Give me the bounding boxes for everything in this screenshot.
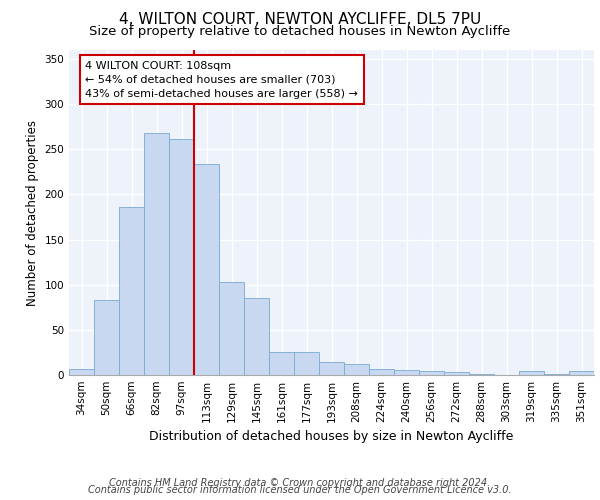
Bar xyxy=(469,374,494,375)
Bar xyxy=(344,364,369,375)
Bar xyxy=(544,374,569,375)
Bar xyxy=(219,282,244,375)
Bar xyxy=(569,372,594,375)
X-axis label: Distribution of detached houses by size in Newton Aycliffe: Distribution of detached houses by size … xyxy=(149,430,514,444)
Bar xyxy=(294,352,319,375)
Bar xyxy=(69,368,94,375)
Bar xyxy=(419,372,444,375)
Bar xyxy=(94,300,119,375)
Bar xyxy=(169,140,194,375)
Bar xyxy=(194,164,219,375)
Bar xyxy=(144,133,169,375)
Text: 4 WILTON COURT: 108sqm
← 54% of detached houses are smaller (703)
43% of semi-de: 4 WILTON COURT: 108sqm ← 54% of detached… xyxy=(85,61,358,99)
Bar xyxy=(519,372,544,375)
Bar xyxy=(369,368,394,375)
Text: Size of property relative to detached houses in Newton Aycliffe: Size of property relative to detached ho… xyxy=(89,25,511,38)
Bar xyxy=(394,370,419,375)
Text: 4, WILTON COURT, NEWTON AYCLIFFE, DL5 7PU: 4, WILTON COURT, NEWTON AYCLIFFE, DL5 7P… xyxy=(119,12,481,28)
Text: Contains public sector information licensed under the Open Government Licence v3: Contains public sector information licen… xyxy=(88,485,512,495)
Text: Contains HM Land Registry data © Crown copyright and database right 2024.: Contains HM Land Registry data © Crown c… xyxy=(109,478,491,488)
Bar xyxy=(444,372,469,375)
Bar xyxy=(244,298,269,375)
Bar xyxy=(119,207,144,375)
Bar xyxy=(319,362,344,375)
Y-axis label: Number of detached properties: Number of detached properties xyxy=(26,120,39,306)
Bar xyxy=(269,352,294,375)
